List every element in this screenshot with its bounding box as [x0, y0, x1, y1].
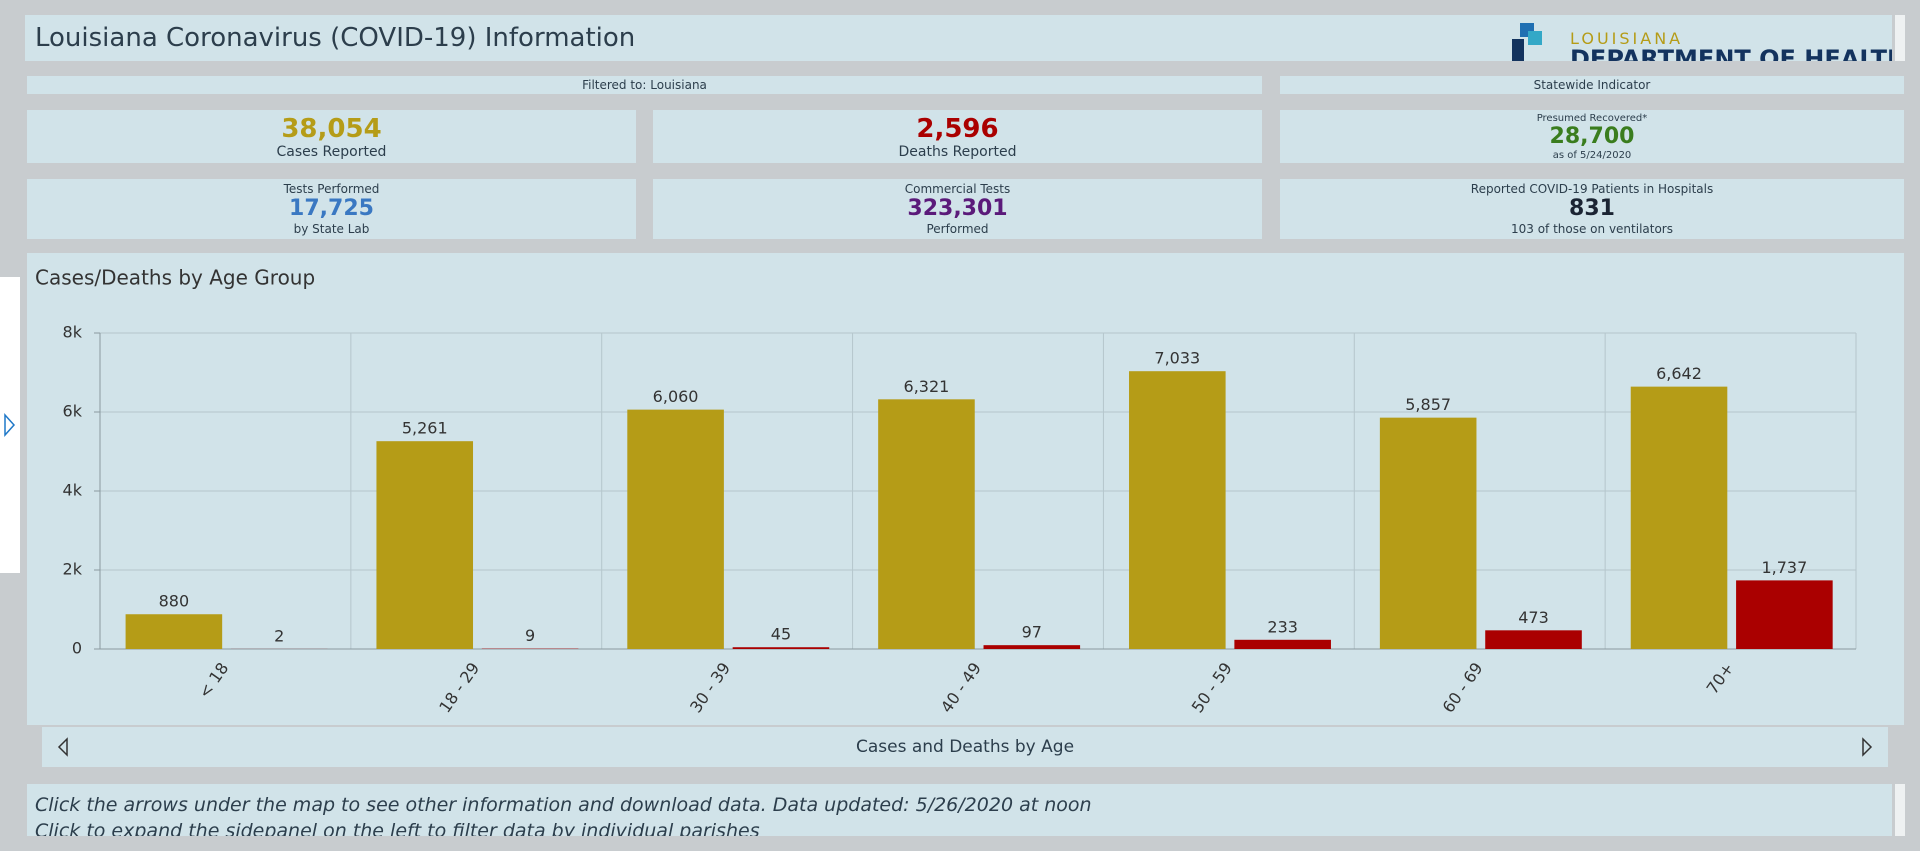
logo-bottom: DEPARTMENT OF HEALTH — [1570, 45, 1892, 61]
bar — [983, 645, 1081, 649]
stat-top: Tests Performed — [283, 182, 380, 196]
value-label: 5,857 — [1405, 395, 1451, 414]
value-label: 473 — [1518, 608, 1549, 627]
value-label: 1,737 — [1761, 558, 1807, 577]
bar — [1630, 386, 1728, 649]
x-tick-label: < 18 — [195, 659, 233, 702]
sidepanel-toggle[interactable] — [0, 277, 20, 573]
value-label: 45 — [771, 625, 791, 644]
prev-arrow[interactable] — [56, 737, 70, 757]
stat-card: Commercial Tests 323,301 Performed — [653, 179, 1262, 239]
bar — [1129, 371, 1226, 649]
footer-line: Click to expand the sidepanel on the lef… — [35, 820, 760, 836]
title: Louisiana Coronavirus (COVID-19) Informa… — [35, 23, 636, 53]
stat-top: Commercial Tests — [904, 182, 1011, 196]
stat-card: Presumed Recovered* 28,700 as of 5/24/20… — [1280, 110, 1904, 163]
bar — [1234, 639, 1331, 649]
value-label: 6,060 — [653, 387, 699, 406]
bar — [732, 647, 830, 649]
stat-bottom: by State Lab — [293, 222, 370, 236]
next-arrow[interactable] — [1860, 737, 1874, 757]
bar — [1736, 580, 1833, 649]
bar — [1485, 630, 1582, 649]
stat-card: Tests Performed 17,725 by State Lab — [27, 179, 636, 239]
scroll-strip — [1895, 784, 1905, 836]
stat-value: 28,700 — [1549, 124, 1635, 149]
stat-card: 2,596 Deaths Reported — [653, 110, 1262, 163]
bar — [627, 409, 724, 649]
stat-label: Deaths Reported — [898, 144, 1017, 160]
stat-value: 17,725 — [289, 196, 374, 221]
stat-bottom: 103 of those on ventilators — [1510, 222, 1673, 236]
nav-label: Cases and Deaths by Age — [855, 737, 1075, 757]
header: Louisiana Coronavirus (COVID-19) Informa… — [25, 15, 1892, 61]
x-tick-label: 40 - 49 — [937, 659, 985, 716]
toggle-arrow — [4, 413, 16, 437]
stat-top: Reported COVID-19 Patients in Hospitals — [1470, 182, 1714, 196]
bar — [125, 614, 223, 649]
x-tick-label: 18 - 29 — [435, 659, 483, 716]
stat-value: 2,596 — [916, 114, 999, 144]
stat-label: Cases Reported — [276, 144, 387, 160]
y-tick-label: 4k — [63, 481, 83, 500]
value-label: 880 — [159, 592, 190, 611]
logo-mark — [1512, 23, 1542, 61]
value-label: 6,321 — [904, 377, 950, 396]
value-label: 97 — [1022, 623, 1042, 642]
y-tick-label: 2k — [63, 560, 83, 579]
footer-line: Click the arrows under the map to see ot… — [35, 794, 1092, 816]
stat-bottom: Performed — [926, 222, 989, 236]
x-tick-label: 60 - 69 — [1439, 659, 1487, 716]
chart-nav: Cases and Deaths by Age — [42, 727, 1888, 767]
logo-top: LOUISIANA — [1570, 29, 1684, 48]
filter-left: Filtered to: Louisiana — [27, 76, 1262, 94]
stat-value: 831 — [1569, 196, 1615, 221]
chart: Cases/Deaths by Age Group 0 2k 4k 6k 8k < 18 8… — [35, 266, 1857, 716]
y-tick-label: 6k — [63, 402, 83, 421]
value-label: 9 — [525, 626, 535, 645]
x-tick-label: 70+ — [1703, 659, 1738, 698]
x-tick-label: 30 - 39 — [686, 659, 734, 716]
filter-right: Statewide Indicator — [1280, 76, 1904, 94]
y-tick-label: 0 — [72, 639, 82, 658]
value-label: 5,261 — [402, 419, 448, 438]
stat-card: 38,054 Cases Reported — [27, 110, 636, 163]
value-label: 7,033 — [1154, 349, 1200, 368]
footer: Click the arrows under the map to see ot… — [27, 784, 1892, 836]
bar — [1379, 417, 1477, 649]
scroll-strip — [1895, 15, 1905, 61]
chart-title: Cases/Deaths by Age Group — [35, 266, 315, 290]
value-label: 2 — [274, 626, 284, 645]
y-tick-label: 8k — [63, 323, 83, 342]
bar — [376, 441, 474, 649]
stat-value: 323,301 — [907, 196, 1008, 221]
stat-value: 38,054 — [281, 114, 382, 144]
stat-card: Reported COVID-19 Patients in Hospitals … — [1280, 179, 1904, 239]
x-tick-label: 50 - 59 — [1188, 659, 1236, 716]
value-label: 233 — [1267, 617, 1298, 636]
stat-bottom: as of 5/24/2020 — [1552, 150, 1632, 161]
bar — [878, 399, 975, 649]
stat-top: Presumed Recovered* — [1536, 113, 1648, 124]
value-label: 6,642 — [1656, 364, 1702, 383]
